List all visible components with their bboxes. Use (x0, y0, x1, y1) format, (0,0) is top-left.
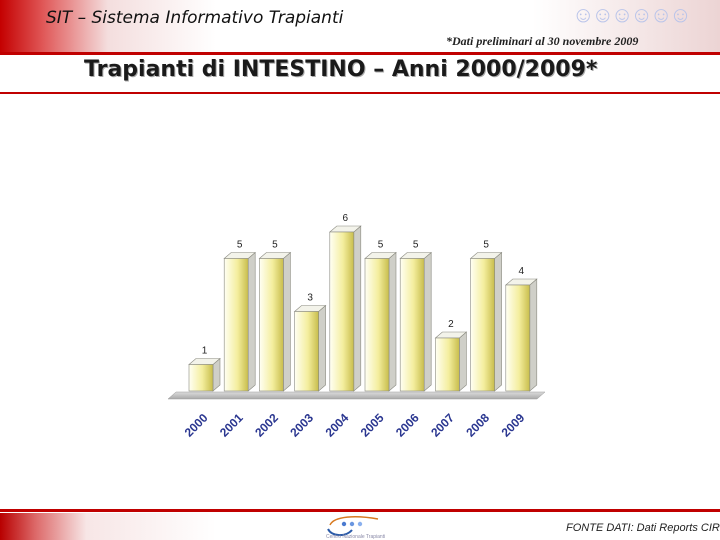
bar-front (294, 311, 319, 392)
bar-front (223, 258, 249, 392)
x-tick-label: 2009 (499, 411, 528, 440)
page-title: Trapianti di INTESTINO – Anni 2000/2009* (84, 57, 598, 82)
preliminary-data-note: *Dati preliminari al 30 novembre 2009 (446, 34, 639, 48)
x-tick-label: 2003 (287, 411, 316, 440)
bar-2009 (504, 278, 538, 392)
bar-2006 (399, 251, 433, 392)
header-bar: SIT – Sistema Informativo Trapianti ☺☺☺☺… (0, 0, 720, 55)
x-tick-label: 2007 (428, 411, 457, 440)
value-label: 5 (483, 240, 489, 251)
bar-side (353, 225, 362, 392)
bar-front (505, 284, 531, 392)
header-band (0, 0, 720, 52)
value-label: 5 (237, 240, 243, 251)
footer-bar: Centro Nazionale Trapianti FONTE DATI: D… (0, 509, 720, 540)
x-tick-label: 2004 (323, 411, 352, 440)
x-tick-label: 2008 (463, 411, 492, 440)
value-label: 5 (378, 240, 384, 251)
bar-front (399, 258, 425, 392)
app-title: SIT – Sistema Informativo Trapianti (46, 8, 344, 28)
bar-side (388, 251, 397, 392)
bar-2007 (434, 331, 468, 392)
data-source-note: FONTE DATI: Dati Reports CIR (566, 522, 720, 534)
title-rule (0, 92, 720, 94)
bars-layer (188, 225, 538, 392)
value-label: 1 (202, 346, 208, 357)
value-labels-layer: 1 5 5 3 6 5 5 2 5 4 (202, 213, 525, 357)
chart-floor (167, 391, 546, 400)
bar-side (318, 304, 326, 392)
bar-2000 (188, 357, 221, 392)
cnt-logo-icon (327, 516, 379, 537)
value-label: 4 (519, 266, 525, 277)
bar-2008 (469, 251, 503, 392)
value-label: 5 (272, 240, 278, 251)
bar-2003 (293, 304, 327, 392)
bar-front (435, 337, 460, 392)
bar-2001 (223, 251, 257, 392)
bar-2005 (364, 251, 397, 392)
bar-2004 (328, 225, 362, 392)
x-tick-label: 2005 (358, 411, 387, 440)
header-rule (0, 52, 720, 55)
bar-front (188, 364, 214, 392)
value-label: 5 (413, 240, 419, 251)
bar-front (329, 231, 355, 392)
value-label: 6 (343, 213, 349, 224)
bar-side (247, 251, 256, 392)
footer-rule (0, 509, 720, 512)
bar-side (529, 278, 538, 392)
bar-side (283, 251, 291, 392)
logo-caption: Centro Nazionale Trapianti (326, 534, 386, 540)
value-label: 2 (448, 319, 454, 330)
bar-front (364, 258, 390, 392)
bar-front (259, 258, 284, 392)
people-logo-icon: ☺☺☺☺☺☺ (572, 2, 692, 27)
x-tick-label: 2000 (182, 411, 211, 440)
bar-2002 (258, 251, 292, 392)
x-tick-label: 2002 (252, 411, 281, 440)
bar-side (459, 331, 467, 392)
bar-front (470, 258, 495, 392)
x-tick-label: 2001 (217, 411, 246, 440)
bar-side (423, 251, 432, 392)
bar-side (494, 251, 502, 392)
value-label: 3 (307, 293, 313, 304)
x-tick-label: 2006 (393, 411, 422, 440)
x-tick-labels-layer: 2000 2001 2002 2003 2004 2005 2006 2007 2008 2009 (182, 411, 528, 440)
